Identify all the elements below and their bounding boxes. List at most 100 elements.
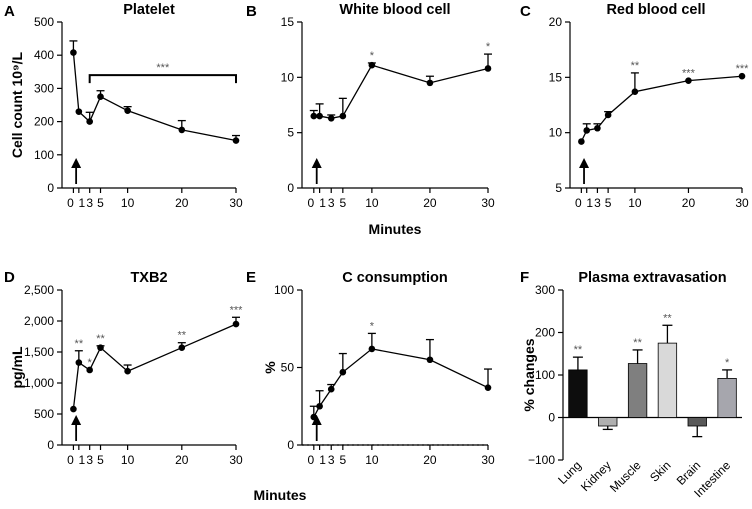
data-point	[97, 93, 104, 100]
data-point	[327, 114, 335, 122]
data-point	[368, 345, 376, 353]
significance-label: *	[725, 357, 730, 369]
x-tick-label: 10	[628, 196, 642, 210]
significance-label: ***	[682, 68, 696, 80]
significance-label: **	[574, 344, 583, 356]
panel-title: Plasma extravasation	[578, 270, 726, 286]
x-tick-label: 10	[365, 453, 379, 467]
category-label: Skin	[647, 458, 673, 484]
data-point	[232, 320, 240, 328]
x-tick-label: 0	[575, 196, 582, 210]
y-axis-label: % changes	[521, 338, 537, 411]
data-point	[70, 405, 77, 413]
y-tick-label: 50	[281, 361, 295, 375]
significance-label: **	[633, 337, 642, 349]
data-point	[484, 65, 492, 72]
y-tick-label: 500	[34, 407, 54, 421]
x-tick-label: 30	[229, 453, 243, 467]
significance-label: **	[75, 338, 84, 350]
bar	[568, 369, 588, 418]
data-point	[426, 79, 434, 87]
bar	[717, 377, 737, 418]
x-tick-label: 20	[423, 453, 437, 467]
x-tick-label: 20	[423, 196, 437, 210]
bar	[627, 363, 648, 418]
y-tick-label: 500	[34, 15, 54, 29]
data-point	[316, 402, 323, 410]
y-axis-label: Cell count 10⁹/L	[9, 51, 25, 158]
series-line	[313, 348, 489, 418]
x-tick-label: 10	[121, 196, 135, 210]
arrow-head-icon	[311, 158, 322, 168]
data-point	[339, 368, 347, 376]
y-tick-label: 200	[535, 326, 555, 340]
y-tick-label: 1,500	[24, 345, 54, 359]
bar	[687, 417, 707, 427]
x-tick-label: 5	[97, 196, 104, 210]
significance-label: ***	[156, 62, 170, 74]
significance-label: **	[96, 333, 105, 345]
data-point	[97, 344, 104, 351]
x-tick-label: 3	[86, 196, 93, 210]
data-point	[339, 112, 347, 120]
data-point	[631, 88, 639, 96]
arrow-head-icon	[579, 158, 590, 168]
x-axis-label-top: Minutes	[369, 221, 422, 237]
significance-label: **	[663, 312, 672, 324]
data-point	[594, 124, 601, 132]
x-tick-label: 5	[605, 196, 612, 210]
significance-label: *	[370, 50, 375, 62]
panel-title: C consumption	[342, 270, 448, 286]
data-point	[178, 344, 186, 351]
panel-letter: B	[246, 3, 257, 20]
x-tick-label: 0	[307, 453, 314, 467]
significance-label: *	[370, 320, 375, 332]
x-tick-label: 10	[121, 453, 135, 467]
data-point	[327, 385, 335, 393]
significance-label: ***	[230, 304, 244, 316]
x-tick-label: 1	[78, 453, 85, 467]
panel-letter: F	[520, 269, 529, 286]
y-tick-label: 0	[548, 411, 555, 425]
x-tick-label: 20	[682, 196, 696, 210]
data-point	[178, 126, 186, 134]
arrow-head-icon	[311, 415, 322, 425]
x-tick-label: 3	[86, 453, 93, 467]
data-point	[124, 107, 131, 114]
panel-letter: C	[520, 3, 531, 20]
y-tick-label: 100	[274, 283, 294, 297]
y-tick-label: 300	[34, 81, 54, 95]
y-axis-label: pg/mL	[9, 346, 25, 388]
panel-letter: D	[4, 269, 15, 286]
data-point	[578, 138, 585, 145]
y-tick-label: 15	[281, 15, 295, 29]
data-point	[70, 49, 77, 56]
significance-label: **	[631, 60, 640, 72]
significance-label: *	[486, 41, 491, 53]
panel-letter: A	[4, 3, 15, 20]
x-tick-label: 0	[67, 196, 74, 210]
data-point	[426, 356, 434, 364]
data-point	[86, 118, 93, 125]
x-tick-label: 30	[481, 453, 495, 467]
panel-title: White blood cell	[339, 2, 450, 18]
x-tick-label: 3	[328, 453, 335, 467]
y-tick-label: −100	[528, 453, 555, 467]
x-tick-label: 5	[339, 453, 346, 467]
panel-f: F Plasma extravasation −100 0 100 200 300 % cha…	[520, 269, 742, 500]
x-tick-label: 30	[481, 196, 495, 210]
significance-label: *	[88, 357, 93, 369]
x-tick-label: 0	[307, 196, 314, 210]
x-tick-label: 1	[319, 196, 326, 210]
data-point	[368, 61, 376, 69]
category-label: Kidney	[578, 458, 614, 494]
panel-title: TXB2	[130, 270, 167, 286]
data-point	[310, 112, 318, 120]
panel-title: Platelet	[123, 2, 175, 18]
y-tick-label: 2,500	[24, 283, 54, 297]
data-point	[604, 111, 612, 119]
